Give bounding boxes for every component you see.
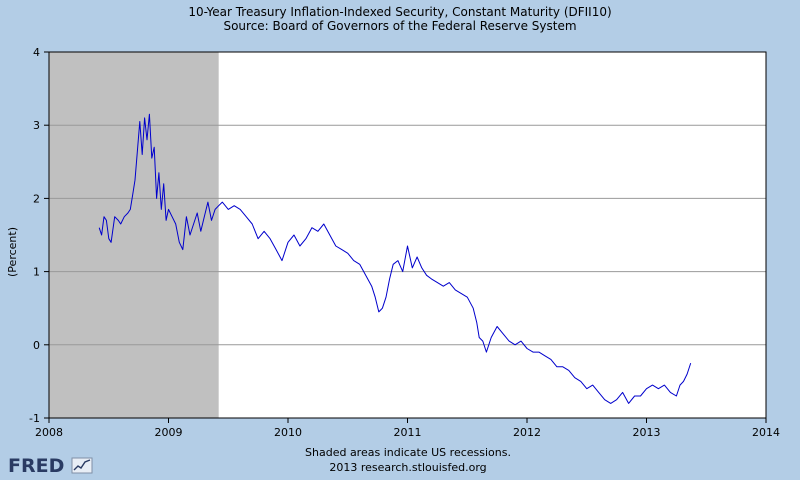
recession-shading xyxy=(49,52,219,418)
y-tick-label: 0 xyxy=(33,339,40,352)
x-tick-label: 2012 xyxy=(513,426,541,439)
fred-logo-text: FRED xyxy=(8,455,64,476)
series-line-group xyxy=(98,113,692,404)
y-axis-label: (Percent) xyxy=(6,227,19,277)
y-tick-label: 3 xyxy=(33,119,40,132)
y-tick-label: 2 xyxy=(33,192,40,205)
x-tick-label: 2011 xyxy=(394,426,422,439)
x-tick-label: 2014 xyxy=(752,426,780,439)
recession-band xyxy=(49,52,219,418)
gridlines xyxy=(49,124,766,346)
chart-title: 10-Year Treasury Inflation-Indexed Secur… xyxy=(188,5,611,19)
recession-note: Shaded areas indicate US recessions. xyxy=(305,446,511,459)
y-axis-ticks: 4 3 2 1 0 -1 xyxy=(29,46,49,425)
y-tick-label: 1 xyxy=(33,266,40,279)
chart-sparkline-icon xyxy=(71,457,93,474)
x-tick-label: 2009 xyxy=(155,426,183,439)
y-tick-label: 4 xyxy=(33,46,40,59)
x-axis-ticks: 2008 2009 2010 2011 2012 2013 2014 xyxy=(35,418,780,439)
x-tick-label: 2010 xyxy=(274,426,302,439)
chart-subtitle: Source: Board of Governors of the Federa… xyxy=(223,19,576,33)
x-tick-label: 2013 xyxy=(633,426,661,439)
credit-text: 2013 research.stlouisfed.org xyxy=(329,461,486,474)
fred-logo[interactable]: FRED xyxy=(6,454,96,477)
y-tick-label: -1 xyxy=(29,412,40,425)
series-line xyxy=(98,113,692,404)
x-tick-label: 2008 xyxy=(35,426,63,439)
